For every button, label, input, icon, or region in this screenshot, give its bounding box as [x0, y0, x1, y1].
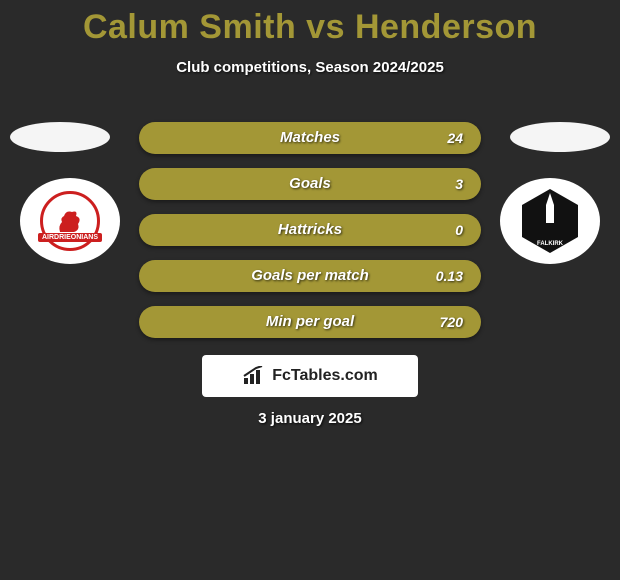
stat-row: Goals 3 — [139, 168, 481, 200]
stat-label: Goals — [289, 175, 331, 192]
club-badge-right: FALKIRK — [500, 178, 600, 264]
date-label: 3 january 2025 — [0, 410, 620, 427]
stat-row: Hattricks 0 — [139, 214, 481, 246]
club-badge-left: AIRDRIEONIANS — [20, 178, 120, 264]
stat-label: Min per goal — [266, 313, 354, 330]
branding-box: FcTables.com — [202, 355, 418, 397]
stat-right-value: 720 — [429, 314, 463, 330]
falkirk-badge-icon: FALKIRK — [522, 189, 578, 253]
stat-right-value: 3 — [429, 176, 463, 192]
player-photo-left — [10, 122, 110, 152]
afc-badge-icon: AIRDRIEONIANS — [40, 191, 100, 251]
falkirk-badge-label: FALKIRK — [537, 241, 563, 247]
stat-label: Matches — [280, 129, 340, 146]
player-photo-right — [510, 122, 610, 152]
stat-row: Goals per match 0.13 — [139, 260, 481, 292]
afc-badge-label: AIRDRIEONIANS — [38, 233, 102, 242]
rooster-icon — [52, 206, 88, 236]
stat-right-value: 0 — [429, 222, 463, 238]
chart-icon — [242, 366, 266, 386]
stat-row: Matches 24 — [139, 122, 481, 154]
stat-right-value: 24 — [429, 130, 463, 146]
stats-rows: Matches 24 Goals 3 Hattricks 0 Goals per… — [139, 122, 481, 338]
page-title: Calum Smith vs Henderson — [0, 0, 620, 47]
stat-label: Hattricks — [278, 221, 342, 238]
stat-right-value: 0.13 — [429, 268, 463, 284]
branding-text: FcTables.com — [272, 367, 378, 385]
stat-row: Min per goal 720 — [139, 306, 481, 338]
steeple-icon — [540, 193, 560, 231]
stat-label: Goals per match — [251, 267, 369, 284]
subtitle: Club competitions, Season 2024/2025 — [0, 59, 620, 76]
